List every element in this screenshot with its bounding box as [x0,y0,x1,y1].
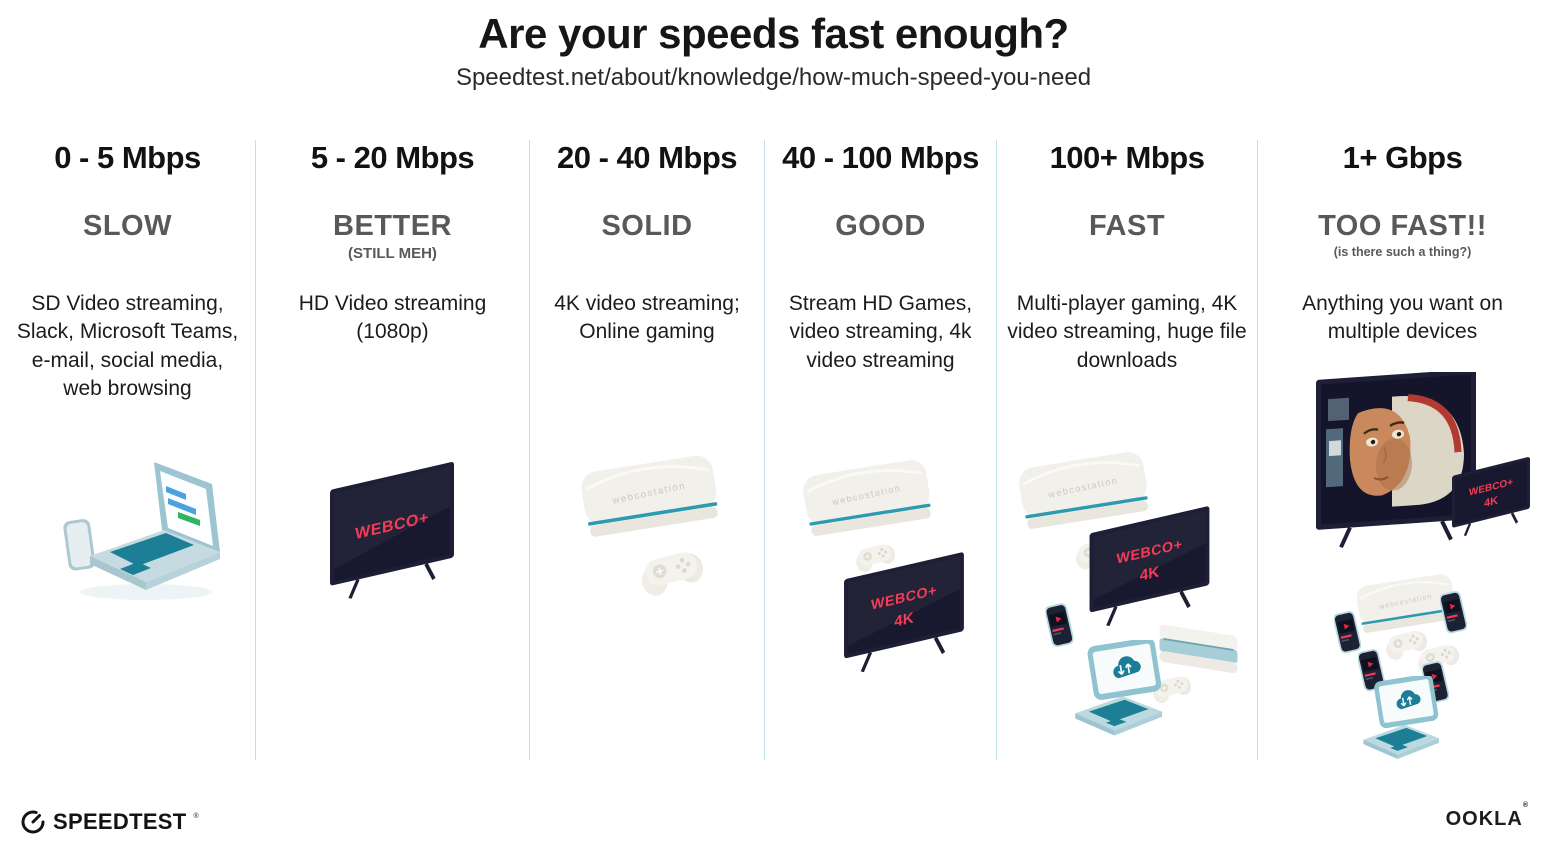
rating-block: FAST [997,210,1257,276]
speed-column-5-20-mbps: 5 - 20 Mbps BETTER (STILL MEH) HD Video … [256,140,530,760]
hd-tv-illustration: WEBCO+ [329,461,454,599]
use-case-description: 4K video streaming; Online gaming [554,291,740,344]
rating-note [0,245,255,269]
ookla-wordmark: OOKLA [1445,808,1523,830]
speed-column-20-40-mbps: 20 - 40 Mbps SOLID 4K video streaming; O… [530,140,765,760]
speed-range-heading: 0 - 5 Mbps [54,140,201,175]
use-case-description: Multi-player gaming, 4K video streaming,… [1007,291,1247,372]
phone-illustration [1333,610,1361,655]
phone-illustration [1045,602,1074,649]
console-illustration [799,456,934,539]
chat-bubble-icon [165,486,186,500]
rating-block: SLOW [0,210,255,276]
4k-tv-illustration [1087,504,1212,632]
controller-illustration [636,547,708,600]
speedtest-wordmark: SPEEDTEST [53,809,187,834]
speed-column-100-plus-mbps: 100+ Mbps FAST Multi-player gaming, 4K v… [997,140,1258,760]
speed-column-40-100-mbps: 40 - 100 Mbps GOOD Stream HD Games, vide… [765,140,997,760]
rating-label: SOLID [601,209,693,242]
page-subtitle: Speedtest.net/about/knowledge/how-much-s… [455,64,1092,91]
rating-note: (is there such a thing?) [1333,244,1472,259]
use-case-description: Stream HD Games, video streaming, 4k vid… [788,291,973,372]
rating-block: BETTER (STILL MEH) [256,210,529,276]
chat-bubble-icon [177,512,200,526]
ookla-logo: OOKLA® [1445,802,1529,831]
speedtest-gauge-icon [21,810,45,834]
rating-block: TOO FAST!! (is there such a thing?) [1258,210,1547,276]
rating-label: GOOD [835,209,926,242]
game-console-illustration [577,451,722,600]
rating-label: TOO FAST!! [1318,209,1487,242]
rating-label: FAST [1088,209,1166,242]
console-illustration [577,451,722,540]
rating-label: BETTER [333,209,452,242]
rating-block: GOOD [765,210,996,276]
home-theater-multi-device-illustration: WEBCO+ 4K [1315,372,1530,760]
console-and-4k-tv-illustration [799,456,966,678]
speed-column-1-plus-gbps: 1+ Gbps TOO FAST!! (is there such a thin… [1258,140,1547,760]
console-illustration [1015,448,1152,532]
laptop-and-phone-illustration [62,462,220,600]
speed-column-0-5-mbps: 0 - 5 Mbps SLOW SD Video streaming, Slac… [0,140,256,760]
phone-illustration [1439,590,1467,635]
speed-range-heading: 100+ Mbps [1049,140,1205,175]
laptop-illustration [89,462,220,590]
astronaut-face-art [1325,394,1464,507]
multi-device-illustration [1015,448,1238,737]
tv-4k-label: 4K [1483,495,1497,510]
speed-columns: 0 - 5 Mbps SLOW SD Video streaming, Slac… [0,140,1547,760]
speed-range-heading: 5 - 20 Mbps [310,140,475,175]
rating-note [530,245,764,269]
rating-note [997,245,1257,269]
laptop-download-illustration [1362,676,1440,760]
slim-console-illustration [1159,624,1238,674]
big-tv-illustration [1315,372,1476,548]
trademark-mark: ® [193,812,199,820]
use-case-description: HD Video streaming (1080p) [298,291,487,344]
speed-range-heading: 40 - 100 Mbps [782,140,979,175]
trademark-mark: ® [1522,802,1529,809]
laptop-download-illustration [1074,640,1164,737]
speed-range-heading: 20 - 40 Mbps [556,140,738,175]
use-case-description: Anything you want on multiple devices [1302,291,1503,344]
use-case-description: SD Video streaming, Slack, Microsoft Tea… [16,291,239,401]
page-title: Are your speeds fast enough? [478,10,1069,57]
rating-label: SLOW [83,209,172,242]
speed-range-heading: 1+ Gbps [1342,140,1463,175]
rating-note: (STILL MEH) [348,244,437,262]
speedtest-logo: SPEEDTEST ® [20,809,199,835]
small-4k-tv-illustration: WEBCO+ 4K [1451,457,1530,536]
chat-bubble-icon [167,498,196,515]
rating-block: SOLID [530,210,764,276]
phone-illustration [62,519,95,571]
rating-note [765,245,996,269]
